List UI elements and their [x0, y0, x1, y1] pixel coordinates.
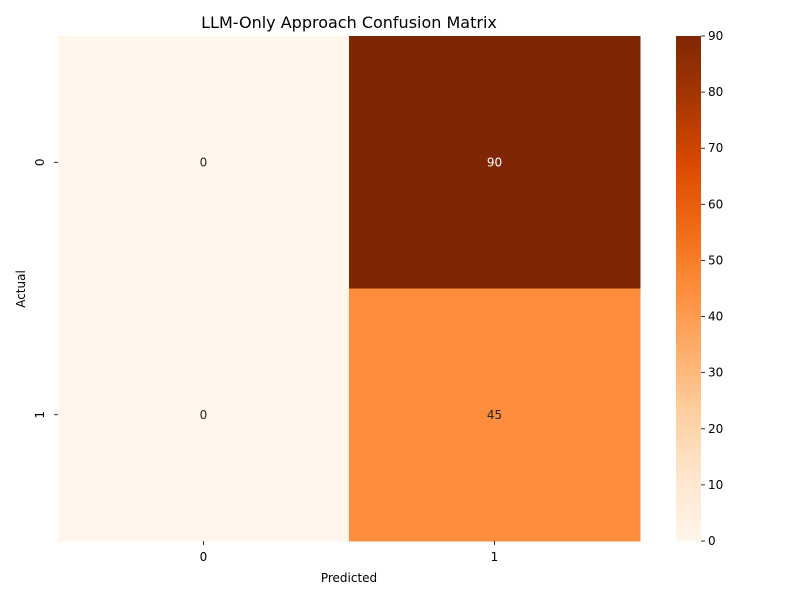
colorbar-tick-label: 10 — [708, 478, 723, 492]
colorbar-tick-label: 90 — [708, 29, 723, 43]
colorbar — [676, 36, 701, 541]
colorbar-tick-label: 70 — [708, 141, 723, 155]
x-tick-label: 1 — [491, 550, 499, 564]
colorbar-tick-label: 60 — [708, 197, 723, 211]
chart-title: LLM-Only Approach Confusion Matrix — [201, 13, 497, 32]
y-axis-label: Actual — [14, 270, 28, 308]
y-axis-ticks: 01 — [33, 158, 58, 419]
y-tick-label: 0 — [33, 158, 47, 166]
cell-annotation-r1-c1: 45 — [487, 408, 502, 422]
colorbar-tick-label: 40 — [708, 310, 723, 324]
heatmap-cell-r1-c0 — [58, 288, 350, 542]
colorbar-tick-label: 0 — [708, 534, 716, 548]
colorbar-tick-label: 50 — [708, 253, 723, 267]
colorbar-ticks: 0 10 20 30 40 50 60 70 80 90 — [701, 29, 723, 548]
y-tick-label: 1 — [33, 411, 47, 419]
cell-annotation-r0-c0: 0 — [200, 155, 208, 169]
colorbar-tick-label: 30 — [708, 366, 723, 380]
colorbar-tick-label: 20 — [708, 422, 723, 436]
heatmap-cell-r1-c1 — [349, 288, 641, 542]
x-axis-label: Predicted — [321, 571, 377, 585]
x-tick-label: 0 — [200, 550, 208, 564]
heatmap-cell-r0-c1 — [349, 36, 641, 289]
heatmap-cell-r0-c0 — [58, 36, 350, 289]
cell-annotation-r1-c0: 0 — [200, 408, 208, 422]
colorbar-tick-label: 80 — [708, 85, 723, 99]
cell-annotation-r0-c1: 90 — [487, 155, 502, 169]
heatmap-cells: 0 90 0 45 — [58, 36, 641, 542]
